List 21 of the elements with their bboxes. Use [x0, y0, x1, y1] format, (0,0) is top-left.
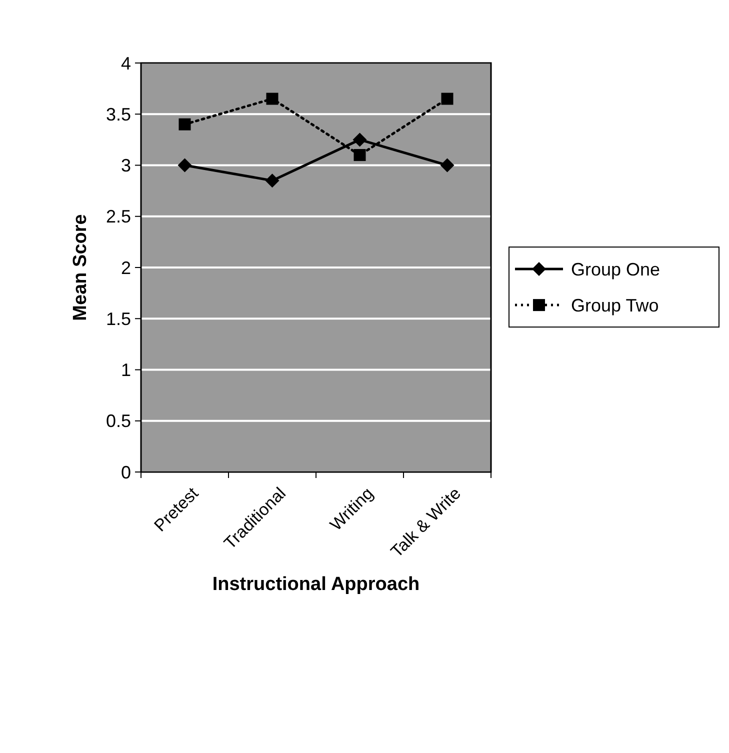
y-tick-label: 2	[120, 258, 131, 278]
y-tick-label: 2.5	[106, 206, 131, 227]
y-tick-label: 1	[120, 360, 131, 380]
point	[178, 158, 192, 172]
legend-label: Group One	[571, 259, 660, 280]
legend-label: Group Two	[571, 295, 659, 316]
y-tick-label: 4	[120, 53, 131, 74]
point	[352, 132, 367, 147]
point	[178, 118, 191, 130]
y-tick-label: 1.5	[106, 308, 131, 329]
y-axis-title: Mean Score	[70, 214, 91, 321]
point	[265, 174, 280, 188]
y-tick-label: 0.5	[106, 411, 131, 432]
y-tick-label: 3	[120, 156, 131, 176]
y-tick-label: 0	[120, 462, 131, 482]
point	[266, 92, 278, 105]
y-tick-label: 3.5	[106, 104, 131, 124]
point	[440, 158, 454, 172]
point	[354, 149, 366, 162]
x-axis-title: Instructional Approach	[212, 574, 420, 595]
point	[441, 92, 454, 105]
